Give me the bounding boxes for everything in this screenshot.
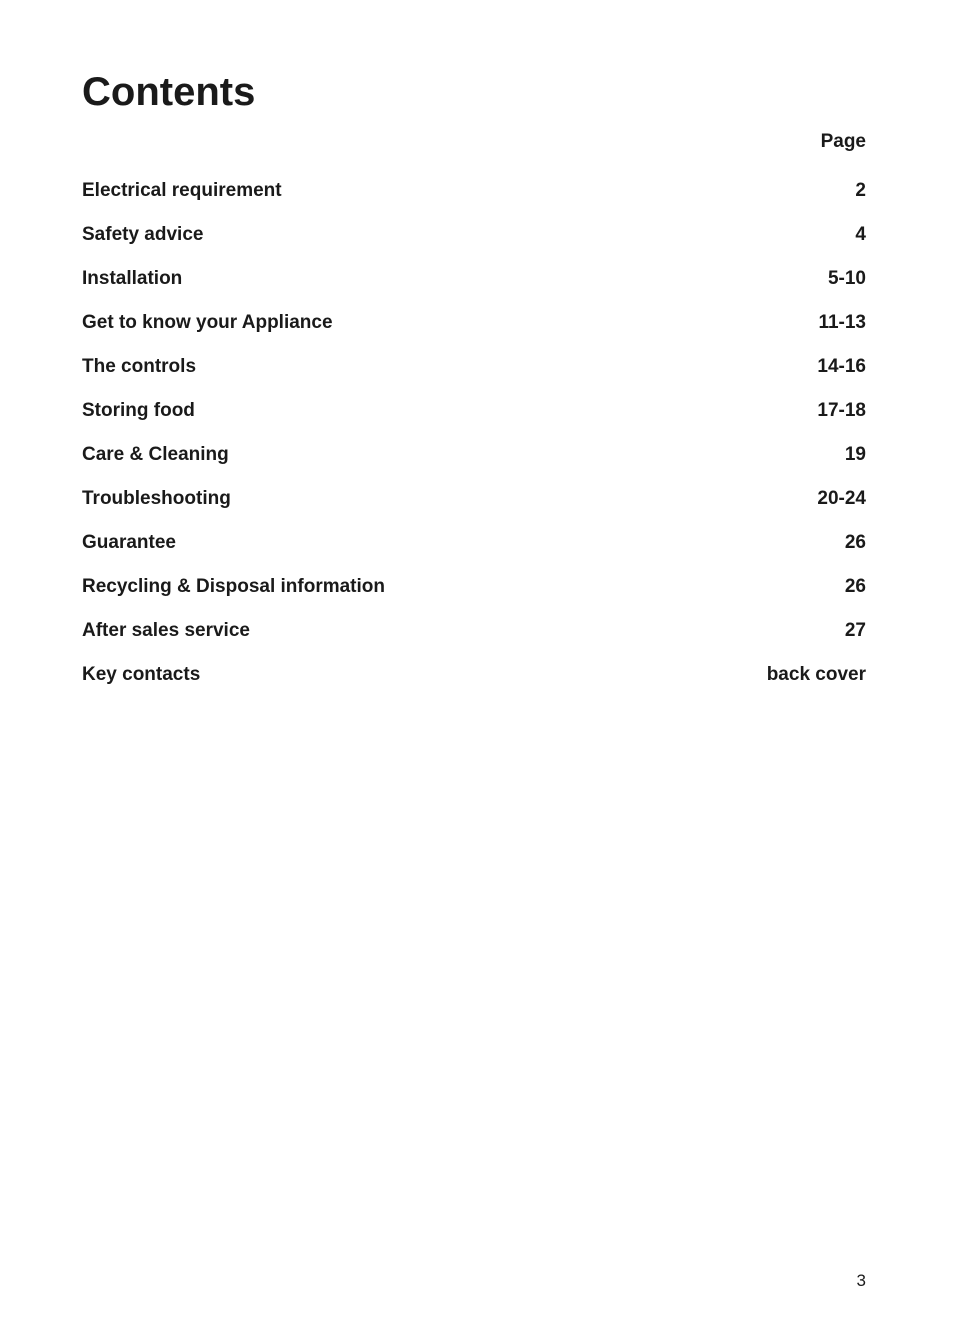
toc-entry-title: Storing food <box>82 400 817 422</box>
toc-entry-page: back cover <box>767 664 866 686</box>
toc-entry: Care & Cleaning 19 <box>82 433 872 477</box>
page-number: 3 <box>857 1271 866 1291</box>
toc-entry-page: 17-18 <box>817 400 866 422</box>
toc-entry-page: 11-13 <box>818 312 866 334</box>
toc-entry: Installation 5-10 <box>82 257 872 301</box>
toc-entry-title: Safety advice <box>82 224 855 246</box>
toc-entry: Recycling & Disposal information 26 <box>82 565 872 609</box>
toc-entry-title: Care & Cleaning <box>82 444 845 466</box>
toc-entry: Troubleshooting 20-24 <box>82 477 872 521</box>
toc-entry-title: The controls <box>82 356 817 378</box>
toc-entry-title: Key contacts <box>82 664 767 686</box>
toc-entry: Storing food 17-18 <box>82 389 872 433</box>
toc-entry: Electrical requirement 2 <box>82 169 872 213</box>
toc-entry-title: Installation <box>82 268 828 290</box>
toc-entry-title: Guarantee <box>82 532 845 554</box>
toc-entry-title: After sales service <box>82 620 845 642</box>
page-container: Contents Page Electrical requirement 2 S… <box>0 0 954 697</box>
toc-entry: Get to know your Appliance 11-13 <box>82 301 872 345</box>
toc-entry-title: Get to know your Appliance <box>82 312 818 334</box>
toc-entry: Guarantee 26 <box>82 521 872 565</box>
contents-title: Contents <box>82 70 872 115</box>
toc-entry-page: 26 <box>845 576 866 598</box>
toc-entry-page: 5-10 <box>828 268 866 290</box>
toc-entry-page: 19 <box>845 444 866 466</box>
toc-entry: Safety advice 4 <box>82 213 872 257</box>
toc-entry: The controls 14-16 <box>82 345 872 389</box>
toc-entry: Key contacts back cover <box>82 653 872 697</box>
toc-entry-page: 26 <box>845 532 866 554</box>
toc-entry-title: Troubleshooting <box>82 488 817 510</box>
toc-entry-title: Electrical requirement <box>82 180 855 202</box>
toc-list: Electrical requirement 2 Safety advice 4… <box>82 169 872 697</box>
toc-entry-page: 14-16 <box>817 356 866 378</box>
toc-entry-page: 4 <box>855 224 866 246</box>
page-column-header: Page <box>82 131 872 153</box>
toc-entry-page: 27 <box>845 620 866 642</box>
toc-entry-page: 2 <box>855 180 866 202</box>
toc-entry-page: 20-24 <box>817 488 866 510</box>
toc-entry: After sales service 27 <box>82 609 872 653</box>
toc-entry-title: Recycling & Disposal information <box>82 576 845 598</box>
